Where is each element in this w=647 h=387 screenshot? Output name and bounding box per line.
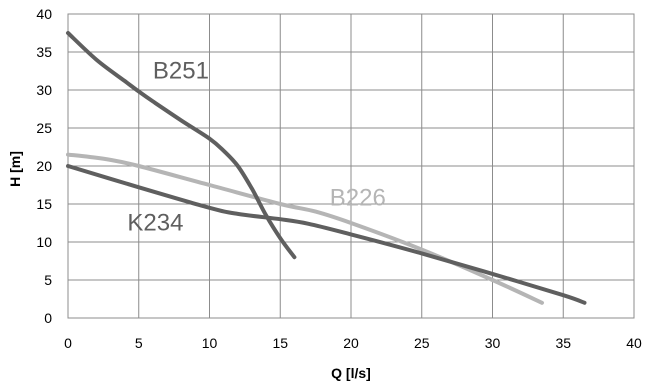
- x-tick-label: 30: [485, 335, 501, 351]
- y-tick-label: 35: [36, 44, 52, 60]
- y-tick-labels: 0 5 10 15 20 25 30 35 40: [36, 6, 52, 326]
- x-tick-label: 5: [135, 335, 143, 351]
- series-lines: [66, 31, 587, 305]
- series-label-b251: B251: [153, 58, 209, 85]
- y-tick-label: 10: [36, 234, 52, 250]
- x-tick-labels: 0 5 10 15 20 25 30 35 40: [64, 335, 642, 351]
- series-line-b251: [66, 31, 297, 260]
- x-tick-label: 0: [64, 335, 72, 351]
- y-tick-label: 20: [36, 158, 52, 174]
- x-tick-label: 10: [202, 335, 218, 351]
- y-tick-label: 40: [36, 6, 52, 22]
- y-tick-label: 30: [36, 82, 52, 98]
- x-tick-label: 15: [272, 335, 288, 351]
- series-label-k234: K234: [127, 210, 183, 237]
- y-axis-title: H [m]: [7, 151, 23, 187]
- y-tick-label: 15: [36, 196, 52, 212]
- y-tick-label: 25: [36, 120, 52, 136]
- y-tick-label: 5: [44, 272, 52, 288]
- x-axis-title: Q [l/s]: [331, 365, 371, 381]
- x-tick-label: 25: [414, 335, 430, 351]
- x-tick-label: 20: [343, 335, 359, 351]
- series-label-b226: B226: [330, 185, 386, 212]
- series-labels: B251 B226 K234: [127, 58, 385, 237]
- y-tick-label: 0: [44, 310, 52, 326]
- x-tick-label: 35: [555, 335, 571, 351]
- x-tick-label: 40: [626, 335, 642, 351]
- series-line-k234: [66, 164, 587, 305]
